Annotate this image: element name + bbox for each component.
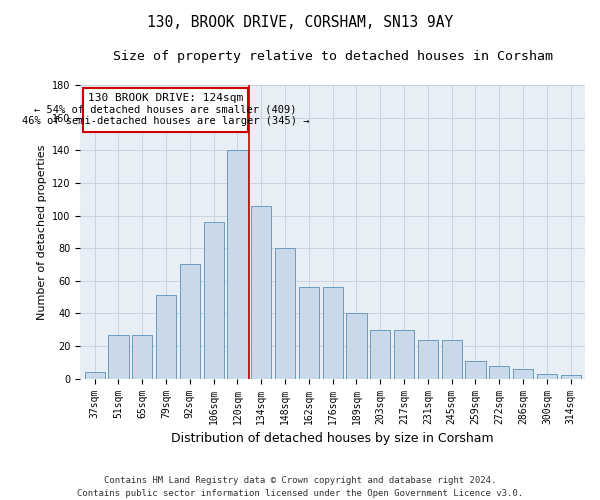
Bar	[489, 366, 509, 378]
Bar	[275, 248, 295, 378]
Bar	[85, 372, 105, 378]
Bar	[251, 206, 271, 378]
Bar	[442, 340, 462, 378]
Text: 46% of semi-detached houses are larger (345) →: 46% of semi-detached houses are larger (…	[22, 116, 309, 126]
Bar	[299, 288, 319, 378]
Bar	[466, 360, 485, 378]
Title: Size of property relative to detached houses in Corsham: Size of property relative to detached ho…	[113, 50, 553, 63]
Bar	[394, 330, 414, 378]
Bar	[156, 296, 176, 378]
Bar	[323, 288, 343, 378]
Bar	[83, 88, 248, 132]
Text: Contains HM Land Registry data © Crown copyright and database right 2024.
Contai: Contains HM Land Registry data © Crown c…	[77, 476, 523, 498]
Bar	[227, 150, 248, 378]
Bar	[346, 314, 367, 378]
Bar	[109, 334, 128, 378]
X-axis label: Distribution of detached houses by size in Corsham: Distribution of detached houses by size …	[172, 432, 494, 445]
Bar	[418, 340, 438, 378]
Bar	[132, 334, 152, 378]
Bar	[537, 374, 557, 378]
Bar	[513, 369, 533, 378]
Text: ← 54% of detached houses are smaller (409): ← 54% of detached houses are smaller (40…	[34, 104, 296, 115]
Text: 130, BROOK DRIVE, CORSHAM, SN13 9AY: 130, BROOK DRIVE, CORSHAM, SN13 9AY	[147, 15, 453, 30]
Bar	[370, 330, 391, 378]
Y-axis label: Number of detached properties: Number of detached properties	[37, 144, 47, 320]
Text: 130 BROOK DRIVE: 124sqm: 130 BROOK DRIVE: 124sqm	[88, 93, 243, 103]
Bar	[560, 376, 581, 378]
Bar	[180, 264, 200, 378]
Bar	[203, 222, 224, 378]
